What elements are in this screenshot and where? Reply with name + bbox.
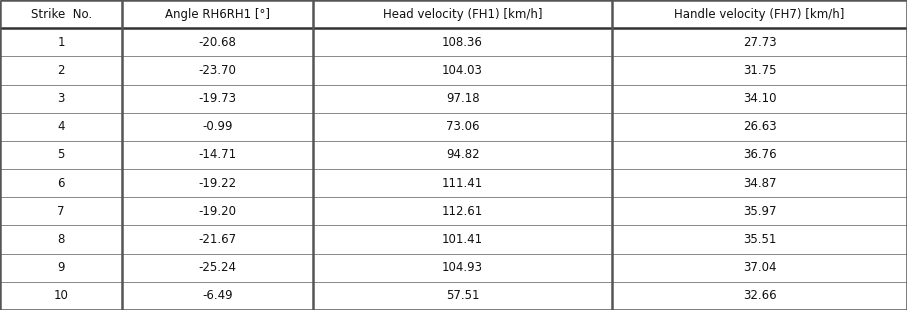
Text: -0.99: -0.99 <box>202 120 233 133</box>
Text: -19.73: -19.73 <box>199 92 237 105</box>
Text: 34.10: 34.10 <box>743 92 776 105</box>
Text: 27.73: 27.73 <box>743 36 776 49</box>
Text: 104.93: 104.93 <box>442 261 483 274</box>
Bar <box>0 141 907 169</box>
Text: 57.51: 57.51 <box>446 290 479 303</box>
Text: 37.04: 37.04 <box>743 261 776 274</box>
Text: 32.66: 32.66 <box>743 290 776 303</box>
Text: 34.87: 34.87 <box>743 177 776 190</box>
Text: 104.03: 104.03 <box>442 64 483 77</box>
Bar <box>0 225 907 254</box>
Text: 3: 3 <box>57 92 65 105</box>
Text: Angle RH6RH1 [°]: Angle RH6RH1 [°] <box>165 7 270 20</box>
Text: 108.36: 108.36 <box>442 36 483 49</box>
Text: 9: 9 <box>57 261 65 274</box>
Text: 36.76: 36.76 <box>743 148 776 162</box>
Bar <box>0 169 907 197</box>
Text: -6.49: -6.49 <box>202 290 233 303</box>
Text: 10: 10 <box>54 290 69 303</box>
Text: 5: 5 <box>57 148 65 162</box>
Text: -19.20: -19.20 <box>199 205 237 218</box>
Bar <box>0 0 907 28</box>
Text: -20.68: -20.68 <box>199 36 237 49</box>
Bar <box>0 254 907 282</box>
Text: 26.63: 26.63 <box>743 120 776 133</box>
Text: -19.22: -19.22 <box>199 177 237 190</box>
Text: 112.61: 112.61 <box>442 205 483 218</box>
Bar <box>0 56 907 85</box>
Bar <box>0 197 907 225</box>
Text: 35.97: 35.97 <box>743 205 776 218</box>
Text: Handle velocity (FH7) [km/h]: Handle velocity (FH7) [km/h] <box>675 7 844 20</box>
Text: 111.41: 111.41 <box>442 177 483 190</box>
Bar <box>0 85 907 113</box>
Text: 7: 7 <box>57 205 65 218</box>
Text: -21.67: -21.67 <box>199 233 237 246</box>
Text: 8: 8 <box>57 233 65 246</box>
Text: 1: 1 <box>57 36 65 49</box>
Bar <box>0 282 907 310</box>
Text: -14.71: -14.71 <box>199 148 237 162</box>
Text: 73.06: 73.06 <box>446 120 479 133</box>
Bar <box>0 28 907 56</box>
Text: 4: 4 <box>57 120 65 133</box>
Text: -25.24: -25.24 <box>199 261 237 274</box>
Text: 97.18: 97.18 <box>445 92 480 105</box>
Text: -23.70: -23.70 <box>199 64 237 77</box>
Text: 6: 6 <box>57 177 65 190</box>
Text: 2: 2 <box>57 64 65 77</box>
Text: 35.51: 35.51 <box>743 233 776 246</box>
Text: Head velocity (FH1) [km/h]: Head velocity (FH1) [km/h] <box>383 7 542 20</box>
Text: 94.82: 94.82 <box>445 148 480 162</box>
Text: 31.75: 31.75 <box>743 64 776 77</box>
Text: 101.41: 101.41 <box>442 233 483 246</box>
Text: Strike  No.: Strike No. <box>31 7 92 20</box>
Bar <box>0 113 907 141</box>
